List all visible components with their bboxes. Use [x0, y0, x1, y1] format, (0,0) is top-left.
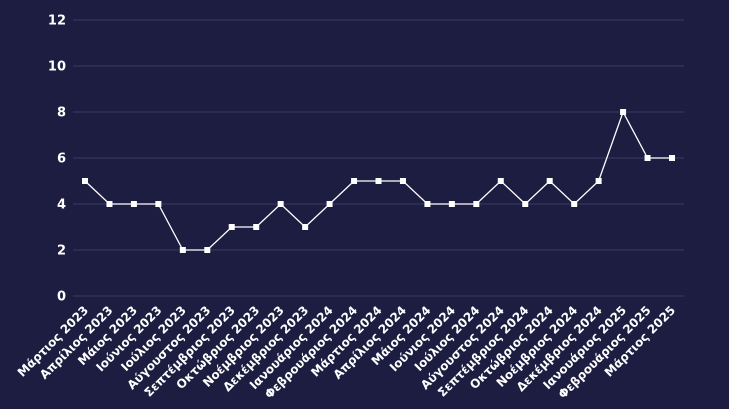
data-point — [669, 155, 675, 161]
y-tick-label: 2 — [57, 244, 66, 259]
y-tick-label: 10 — [48, 60, 66, 75]
point-layer — [82, 109, 675, 253]
data-point — [399, 178, 406, 184]
data-point — [571, 201, 578, 207]
data-point — [595, 178, 602, 184]
data-point — [302, 224, 309, 230]
data-point — [179, 247, 186, 253]
y-tick-label: 12 — [48, 14, 66, 29]
data-point — [351, 178, 358, 184]
data-point — [546, 178, 553, 184]
data-point — [277, 201, 284, 207]
data-point — [473, 201, 480, 207]
grid-layer — [73, 19, 684, 297]
y-tick-label: 6 — [57, 152, 66, 167]
y-axis-ticks: 0 2 4 6 8 10 12 — [48, 14, 66, 305]
data-point — [130, 201, 137, 207]
data-point — [375, 178, 382, 184]
data-point — [204, 247, 211, 253]
y-tick-label: 0 — [57, 290, 66, 305]
data-point — [620, 109, 627, 115]
data-point — [106, 201, 113, 207]
y-tick-label: 4 — [57, 198, 66, 213]
data-point — [228, 224, 235, 230]
data-point — [155, 201, 162, 207]
data-point — [424, 201, 431, 207]
y-tick-label: 8 — [57, 106, 66, 121]
data-point — [82, 178, 88, 184]
data-point — [497, 178, 504, 184]
data-point — [448, 201, 455, 207]
data-point — [522, 201, 529, 207]
data-point — [644, 155, 651, 161]
data-point — [326, 201, 333, 207]
data-point — [253, 224, 260, 230]
